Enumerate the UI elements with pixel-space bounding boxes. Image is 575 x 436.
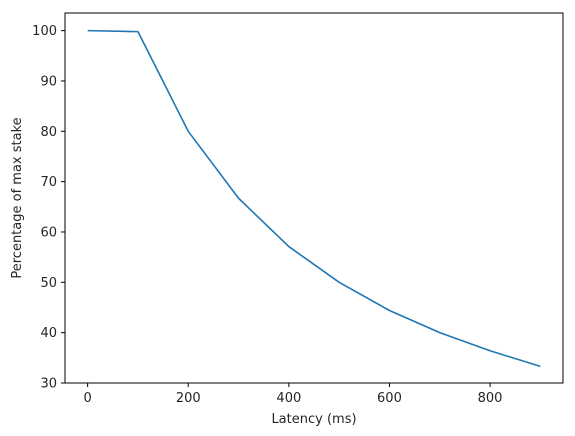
- x-tick-label: 0: [83, 391, 91, 406]
- y-tick-label: 50: [40, 276, 57, 291]
- x-tick-label: 600: [377, 391, 402, 406]
- y-tick-label: 90: [40, 74, 57, 89]
- x-tick-label: 400: [276, 391, 301, 406]
- y-axis: 30 40 50 60 70 80 90 100: [32, 24, 65, 392]
- y-tick-label: 100: [32, 24, 57, 39]
- y-tick-label: 30: [40, 377, 57, 392]
- x-axis: 0 200 400 600 800: [83, 383, 502, 406]
- y-tick-label: 70: [40, 175, 57, 190]
- y-tick-label: 60: [40, 225, 57, 240]
- x-axis-title: Latency (ms): [271, 412, 356, 427]
- series-line-0: [87, 29, 541, 368]
- x-tick-label: 200: [176, 391, 201, 406]
- y-tick-label: 40: [40, 326, 57, 341]
- x-tick-label: 800: [478, 391, 503, 406]
- y-axis-title: Percentage of max stake: [10, 117, 25, 278]
- y-tick-label: 80: [40, 125, 57, 140]
- plot-frame: [64, 12, 564, 384]
- plot-area: [87, 29, 541, 368]
